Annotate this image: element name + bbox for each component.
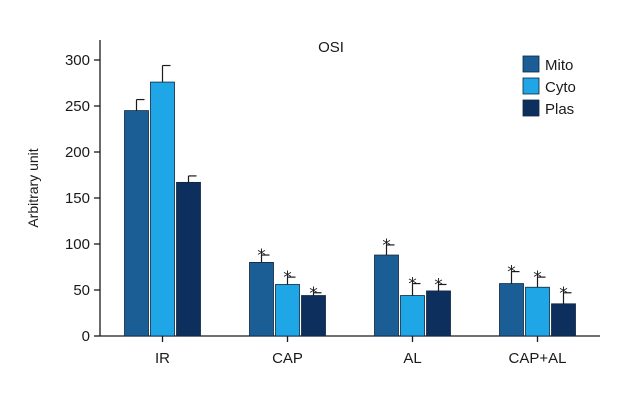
legend-swatch-plas [522,99,540,117]
bar-cyto [150,81,175,337]
significance-marker: * [533,268,542,288]
bar-cyto [400,295,425,337]
x-category-label: CAP+AL [509,350,567,367]
legend-label-plas: Plas [545,101,574,118]
x-category-label: AL [403,350,421,367]
bar-plas [551,303,576,337]
bar-cyto [275,284,300,337]
chart-title: OSI [318,39,344,56]
y-tick-label: 0 [82,328,90,345]
significance-marker: * [283,268,292,288]
bar-cyto [525,286,550,337]
y-axis-title: Arbitrary unit [25,148,41,227]
significance-marker: * [309,284,318,304]
legend-swatch-cyto [522,77,540,95]
significance-marker: * [507,263,516,283]
bar-mito [374,254,399,337]
y-tick-label: 250 [65,98,90,115]
bar-plas [301,295,326,337]
labels: 0 50 100 150 200 250 300 IR CAP * * * AL * * * CAP+AL * * * [65,52,568,367]
bar-mito [249,261,274,337]
bar-plas [426,290,451,337]
bar-mito [499,283,524,337]
y-tick-label: 300 [65,52,90,69]
legend-label-mito: Mito [545,57,573,74]
bars [124,64,576,337]
y-tick-label: 200 [65,144,90,161]
significance-marker: * [559,284,568,304]
significance-marker: * [408,275,417,295]
x-category-label: IR [155,350,170,367]
y-tick-label: 50 [73,282,90,299]
y-tick-label: 100 [65,236,90,253]
significance-marker: * [434,275,443,295]
x-category-label: CAP [272,350,303,367]
legend: Mito Cyto Plas [522,55,576,118]
bar-mito [124,110,149,337]
legend-swatch-mito [522,55,540,73]
significance-marker: * [257,246,266,266]
bar-plas [176,181,201,337]
legend-label-cyto: Cyto [545,79,576,96]
significance-marker: * [382,236,391,256]
y-tick-label: 150 [65,190,90,207]
